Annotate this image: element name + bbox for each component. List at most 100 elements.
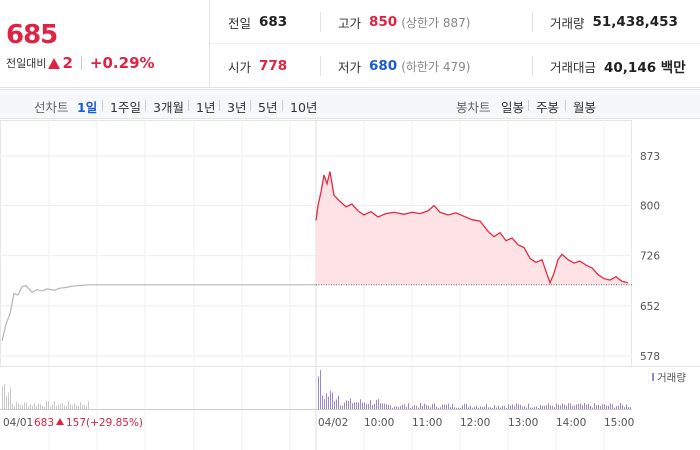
volume-bar-today <box>370 400 371 409</box>
volume-bar-prev <box>74 403 75 409</box>
volume-bar-today <box>460 407 461 409</box>
period-1d-tab[interactable]: 1일 <box>77 100 98 115</box>
volume-bar-today <box>514 406 515 409</box>
volume-bar-today <box>516 403 517 409</box>
volume-bar-today <box>510 405 511 409</box>
volume-bar-today <box>352 403 353 409</box>
stat-label: 거래대금 <box>550 59 597 75</box>
volume-bar-prev <box>72 405 73 409</box>
volume-bar-today <box>520 404 521 409</box>
volume-bar-today <box>566 405 567 409</box>
volume-bar-today <box>526 407 527 409</box>
volume-bar-today <box>364 402 365 409</box>
candle-monthly-tab[interactable]: 월봉 <box>573 100 597 115</box>
volume-bar-prev <box>46 401 47 409</box>
volume-bar-today <box>346 400 347 409</box>
stat-sub: (상한가 887) <box>401 15 471 30</box>
volume-bar-today <box>394 406 395 409</box>
volume-bar-today <box>426 405 427 409</box>
volume-bar-today <box>434 403 435 409</box>
footer-prev-close: 683 <box>34 417 54 429</box>
volume-bar-prev <box>64 405 65 409</box>
stat-value: 850 <box>369 14 398 30</box>
volume-bar-today <box>572 405 573 409</box>
volume-bar-today <box>358 402 359 409</box>
volume-bar-today <box>478 407 479 409</box>
period-3y-tab[interactable]: 3년 <box>227 100 247 115</box>
volume-bar-today <box>324 399 325 409</box>
volume-bar-today <box>382 403 383 409</box>
divider <box>219 100 220 111</box>
volume-bar-today <box>554 407 555 409</box>
volume-bar-today <box>602 404 603 409</box>
volume-bar-today <box>470 405 471 409</box>
volume-bar-prev <box>78 406 79 409</box>
volume-bar-today <box>476 405 477 409</box>
up-triangle-icon <box>56 418 64 425</box>
volume-bar-prev <box>26 403 27 409</box>
volume-bar-prev <box>44 406 45 409</box>
volume-bar-today <box>568 403 569 409</box>
volume-bar-today <box>450 406 451 409</box>
period-3m-tab[interactable]: 3개월 <box>153 100 184 115</box>
period-10y-tab[interactable]: 10년 <box>290 100 318 115</box>
volume-bar-today <box>440 407 441 409</box>
line-chart-label: 선차트 <box>34 100 69 115</box>
volume-bar-prev <box>16 401 17 409</box>
x-tick-label: 10:00 <box>364 417 394 429</box>
volume-bar-prev <box>80 402 81 409</box>
volume-bar-today <box>436 406 437 409</box>
candle-weekly-tab[interactable]: 주봉 <box>536 100 560 115</box>
volume-chart: 거래량 <box>0 366 700 410</box>
period-5y-tab[interactable]: 5년 <box>258 100 278 115</box>
stat-turnover: 거래대금 40,146 백만 <box>550 44 686 88</box>
volume-bar-prev <box>50 406 51 409</box>
volume-bar-today <box>420 403 421 409</box>
period-1w-tab[interactable]: 1주일 <box>110 100 141 115</box>
volume-bar-prev <box>66 405 67 409</box>
volume-bar-today <box>542 405 543 409</box>
volume-bar-today <box>582 405 583 409</box>
volume-bar-today <box>448 403 449 409</box>
volume-legend-swatch <box>652 373 654 381</box>
volume-bar-prev <box>14 406 15 409</box>
volume-bar-today <box>406 406 407 409</box>
change-percent: +0.29% <box>89 54 155 72</box>
volume-bar-today <box>586 404 587 409</box>
volume-bar-today <box>498 405 499 409</box>
stats-row-2: 시가 778 저가 680 (하한가 479) 거래대금 40,146 백만 <box>210 44 700 88</box>
volume-bar-today <box>534 407 535 409</box>
volume-bar-today <box>322 395 323 409</box>
volume-bar-today <box>626 404 627 409</box>
period-1y-tab[interactable]: 1년 <box>196 100 216 115</box>
volume-bar-today <box>502 405 503 409</box>
volume-bar-today <box>496 407 497 409</box>
x-tick-label: 04/02 <box>318 417 348 429</box>
volume-bar-prev <box>42 405 43 409</box>
volume-bar-today <box>330 390 331 409</box>
prev-day-area <box>1 284 316 342</box>
up-triangle-icon <box>48 57 61 69</box>
volume-bar-prev <box>88 401 89 409</box>
volume-bar-today <box>584 403 585 409</box>
current-price: 685 <box>6 20 58 50</box>
volume-bar-today <box>548 403 549 409</box>
footer-prev-date: 04/01 <box>3 417 33 429</box>
candle-daily-tab[interactable]: 일봉 <box>501 100 525 115</box>
volume-bar-prev <box>2 386 3 409</box>
volume-bar-today <box>438 407 439 409</box>
volume-bar-today <box>562 403 563 409</box>
volume-bar-today <box>484 406 485 409</box>
volume-bar-today <box>538 407 539 409</box>
footer-prev-pct: (+29.85%) <box>86 417 143 429</box>
volume-bar-prev <box>36 406 37 409</box>
x-tick-label: 12:00 <box>460 417 490 429</box>
volume-bar-today <box>408 403 409 409</box>
volume-bar-today <box>606 405 607 409</box>
volume-bar-today <box>616 406 617 409</box>
volume-bar-today <box>544 406 545 409</box>
volume-bar-prev <box>48 401 49 409</box>
volume-bar-today <box>630 406 631 409</box>
volume-bar-today <box>540 404 541 409</box>
change-label: 전일대비 <box>6 57 47 70</box>
